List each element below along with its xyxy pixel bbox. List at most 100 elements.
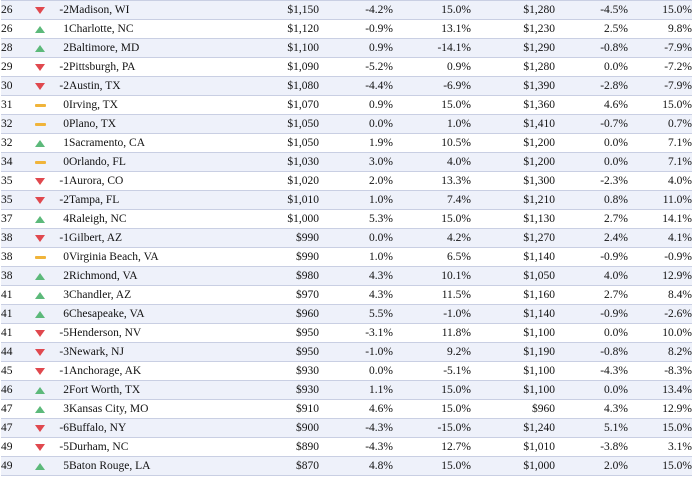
monthly-change-1br-cell: -1.0% [319,342,393,362]
yearly-change-1br-cell: 6.5% [393,247,471,267]
arrow-up-icon [35,462,45,470]
rank-cell: 26 [1,19,29,39]
current-rent-2br-cell: $1,190 [471,342,555,362]
monthly-change-1br-cell: -4.3% [319,437,393,457]
rank-change-cell: 0 [51,95,69,115]
current-rent-2br-cell: $1,100 [471,323,555,343]
trend-icon-cell [29,285,51,305]
monthly-change-1br-cell: 1.1% [319,380,393,400]
current-rent-1br-cell: $1,050 [221,133,319,153]
current-rent-1br-cell: $1,020 [221,171,319,191]
current-rent-1br-cell: $950 [221,342,319,362]
arrow-up-icon [35,310,45,318]
rank-cell: 41 [1,285,29,305]
rank-change-cell: 0 [51,152,69,172]
rank-change-cell: -2 [51,190,69,210]
current-rent-2br-cell: $1,280 [471,0,555,20]
trend-icon-cell [29,152,51,172]
rank-change-cell: -5 [51,437,69,457]
arrow-down-icon [35,82,45,90]
rank-cell: 44 [1,342,29,362]
monthly-change-1br-cell: -0.9% [319,19,393,39]
table-row: 45 -1 Anchorage, AK $930 0.0% -5.1% $1,100 -4.3… [1,361,692,381]
monthly-change-1br-cell: 4.6% [319,399,393,419]
table-row: 46 2 Fort Worth, TX $930 1.1% 15.0% $1,100 0.0%… [1,380,692,400]
table-row: 41 -5 Henderson, NV $950 -3.1% 11.8% $1,100 0.0… [1,323,692,343]
table-row: 44 -3 Newark, NJ $950 -1.0% 9.2% $1,190 -0.8% 8.… [1,342,692,362]
rank-change-cell: 0 [51,114,69,134]
monthly-change-1br-cell: -5.2% [319,57,393,77]
rank-change-cell: 4 [51,209,69,229]
rank-change-cell: 3 [51,285,69,305]
arrow-down-icon [35,348,45,356]
trend-icon-cell [29,76,51,96]
yearly-change-2br-cell: 9.8% [628,19,692,39]
table-row: 38 0 Virginia Beach, VA $990 1.0% 6.5% $1,140-… [1,247,692,267]
yearly-change-2br-cell: -7.9% [628,38,692,58]
monthly-change-1br-cell: 3.0% [319,152,393,172]
current-rent-2br-cell: $1,200 [471,133,555,153]
trend-icon-cell [29,133,51,153]
city-cell: Kansas City, MO [69,399,221,419]
current-rent-1br-cell: $960 [221,304,319,324]
current-rent-1br-cell: $1,050 [221,114,319,134]
table-row: 35 -1 Aurora, CO $1,020 2.0% 13.3% $1,300 -2.3%… [1,171,692,191]
rank-cell: 32 [1,114,29,134]
yearly-change-2br-cell: 15.0% [628,95,692,115]
table-row: 37 4 Raleigh, NC $1,000 5.3% 15.0% $1,130 2.7% 1… [1,209,692,229]
arrow-up-icon [35,44,45,52]
arrow-down-icon [35,367,45,375]
monthly-change-1br-cell: 4.3% [319,285,393,305]
yearly-change-2br-cell: 15.0% [628,418,692,438]
monthly-change-2br-cell: 5.1% [555,418,628,438]
yearly-change-2br-cell: 14.1% [628,209,692,229]
city-cell: Sacramento, CA [69,133,221,153]
city-cell: Austin, TX [69,76,221,96]
current-rent-1br-cell: $1,100 [221,38,319,58]
city-cell: Irving, TX [69,95,221,115]
table-row: 32 0 Plano, TX $1,050 0.0% 1.0% $1,410 -0.7% 0.7… [1,114,692,134]
city-cell: Tampa, FL [69,190,221,210]
current-rent-2br-cell: $1,300 [471,171,555,191]
current-rent-2br-cell: $1,290 [471,38,555,58]
monthly-change-2br-cell: -4.5% [555,0,628,20]
rank-cell: 38 [1,247,29,267]
rank-change-cell: -1 [51,361,69,381]
table-row: 38 -1 Gilbert, AZ $990 0.0% 4.2% $1,270 2.4% 4.1… [1,228,692,248]
trend-icon-cell [29,323,51,343]
rank-cell: 38 [1,266,29,286]
rank-cell: 47 [1,399,29,419]
monthly-change-1br-cell: -4.3% [319,418,393,438]
no-change-dash-icon [34,103,46,107]
arrow-down-icon [35,63,45,71]
current-rent-1br-cell: $1,080 [221,76,319,96]
current-rent-1br-cell: $900 [221,418,319,438]
monthly-change-1br-cell: 5.5% [319,304,393,324]
table-row: 38 2 Richmond, VA $980 4.3% 10.1% $1,050 4.0% 12… [1,266,692,286]
city-cell: Chandler, AZ [69,285,221,305]
current-rent-1br-cell: $1,030 [221,152,319,172]
monthly-change-1br-cell: 1.9% [319,133,393,153]
monthly-change-1br-cell: 5.3% [319,209,393,229]
monthly-change-1br-cell: -4.4% [319,76,393,96]
monthly-change-1br-cell: 4.8% [319,456,393,476]
trend-icon-cell [29,228,51,248]
monthly-change-1br-cell: 0.9% [319,38,393,58]
rank-cell: 26 [1,0,29,20]
arrow-down-icon [35,329,45,337]
trend-icon-cell [29,209,51,229]
current-rent-1br-cell: $1,090 [221,57,319,77]
monthly-change-2br-cell: 0.0% [555,133,628,153]
trend-icon-cell [29,171,51,191]
current-rent-1br-cell: $980 [221,266,319,286]
yearly-change-1br-cell: 13.3% [393,171,471,191]
monthly-change-2br-cell: -4.3% [555,361,628,381]
rank-change-cell: 3 [51,399,69,419]
rank-cell: 41 [1,304,29,324]
rank-cell: 28 [1,38,29,58]
yearly-change-1br-cell: 13.1% [393,19,471,39]
monthly-change-2br-cell: -2.8% [555,76,628,96]
city-cell: Durham, NC [69,437,221,457]
table-row: 34 0 Orlando, FL $1,030 3.0% 4.0% $1,200 0.0% 7.… [1,152,692,172]
table-row: 35 -2 Tampa, FL $1,010 1.0% 7.4% $1,210 0.8% 11.… [1,190,692,210]
